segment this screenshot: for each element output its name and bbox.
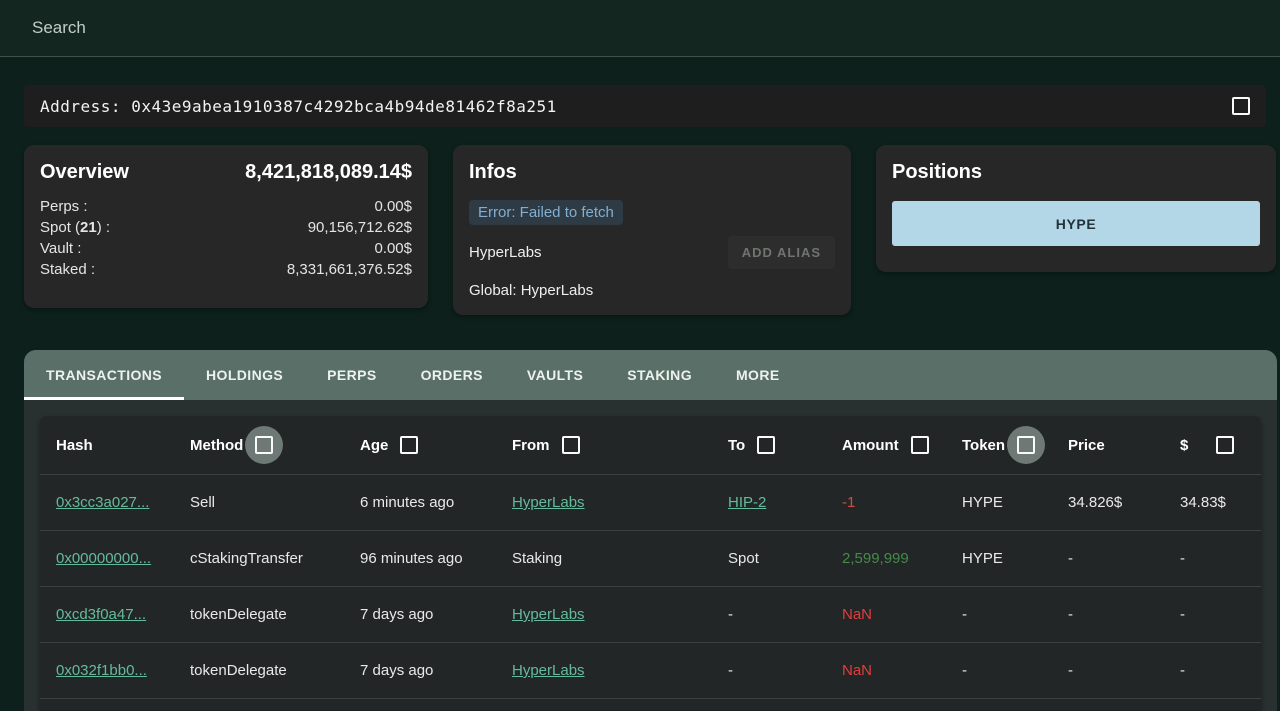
position-hype-button[interactable]: HYPE — [892, 201, 1260, 246]
tx-age: 96 minutes ago — [360, 550, 463, 567]
tx-usd: - — [1180, 550, 1185, 567]
overview-row-staked: Staked : 8,331,661,376.52$ — [40, 259, 412, 280]
tx-age: 7 days ago — [360, 606, 434, 623]
tx-price: - — [1068, 662, 1073, 679]
tx-from-link[interactable]: HyperLabs — [512, 494, 585, 511]
positions-card: Positions HYPE — [876, 145, 1276, 272]
table-header-row: Hash Method Age From To Amount — [40, 416, 1261, 474]
infos-title: Infos — [469, 161, 517, 183]
col-usd: $ — [1180, 426, 1245, 464]
table-row-clipped — [40, 698, 1261, 710]
tx-amount: 2,599,999 — [842, 550, 909, 567]
col-hash: Hash — [56, 436, 93, 454]
col-price: Price — [1068, 436, 1105, 454]
overview-row-vault: Vault : 0.00$ — [40, 238, 412, 259]
table-row: 0xcd3f0a47... tokenDelegate 7 days ago H… — [40, 586, 1261, 642]
perps-value: 0.00$ — [374, 198, 412, 215]
col-method: Method — [190, 426, 360, 464]
to-filter-checkbox[interactable] — [747, 426, 785, 464]
table-row: 0x3cc3a027... Sell 6 minutes ago HyperLa… — [40, 474, 1261, 530]
tx-price: - — [1068, 550, 1073, 567]
spot-label: Spot (21) : — [40, 219, 111, 236]
amount-filter-checkbox[interactable] — [901, 426, 939, 464]
tx-amount: -1 — [842, 494, 856, 511]
tx-to-link[interactable]: HIP-2 — [728, 494, 767, 511]
overview-total-value: 8,421,818,089.14$ — [245, 161, 412, 183]
transactions-table: Hash Method Age From To Amount — [40, 416, 1261, 710]
col-to: To — [728, 426, 842, 464]
infos-card: Infos Error: Failed to fetch HyperLabs A… — [453, 145, 851, 315]
tx-amount: NaN — [842, 606, 873, 623]
tx-hash-link[interactable]: 0xcd3f0a47... — [56, 606, 147, 623]
tx-usd: - — [1180, 606, 1185, 623]
tx-to: - — [728, 606, 733, 623]
tab-perps[interactable]: PERPS — [327, 367, 377, 383]
spot-value: 90,156,712.62$ — [307, 219, 412, 236]
address-checkbox[interactable] — [1232, 97, 1250, 115]
tx-method: tokenDelegate — [190, 606, 287, 623]
address-bar: Address: 0x43e9abea1910387c4292bca4b94de… — [24, 85, 1266, 127]
tx-from-link[interactable]: HyperLabs — [512, 662, 585, 679]
table-row: 0x00000000... cStakingTransfer 96 minute… — [40, 530, 1261, 586]
tab-holdings[interactable]: HOLDINGS — [206, 367, 284, 383]
table-row: 0x032f1bb0... tokenDelegate 7 days ago H… — [40, 642, 1261, 698]
tab-vaults[interactable]: VAULTS — [526, 367, 584, 383]
token-filter-checkbox[interactable] — [1007, 426, 1046, 464]
staked-label: Staked : — [40, 261, 96, 278]
overview-title: Overview — [40, 161, 129, 183]
error-chip: Error: Failed to fetch — [469, 200, 623, 225]
tx-age: 6 minutes ago — [360, 494, 455, 511]
vault-label: Vault : — [40, 240, 82, 257]
overview-row-perps: Perps : 0.00$ — [40, 196, 412, 217]
tx-method: tokenDelegate — [190, 662, 287, 679]
tx-hash-link[interactable]: 0x3cc3a027... — [56, 494, 150, 511]
tx-from: Staking — [512, 550, 563, 567]
add-alias-button[interactable]: ADD ALIAS — [727, 236, 835, 269]
tx-method: Sell — [190, 494, 216, 511]
tab-more[interactable]: MORE — [735, 367, 780, 383]
tx-price: 34.826$ — [1068, 494, 1123, 511]
global-alias: Global: HyperLabs — [469, 282, 594, 299]
positions-title: Positions — [892, 161, 983, 183]
from-filter-checkbox[interactable] — [552, 426, 590, 464]
tx-age: 7 days ago — [360, 662, 434, 679]
tx-amount: NaN — [842, 662, 873, 679]
tx-from-link[interactable]: HyperLabs — [512, 606, 585, 623]
tx-hash-link[interactable]: 0x032f1bb0... — [56, 662, 147, 679]
col-age: Age — [360, 426, 512, 464]
tx-to: Spot — [728, 550, 759, 567]
overview-row-spot: Spot (21) : 90,156,712.62$ — [40, 217, 412, 238]
tx-hash-link[interactable]: 0x00000000... — [56, 550, 152, 567]
method-filter-checkbox[interactable] — [245, 426, 284, 464]
tx-token: HYPE — [962, 550, 1003, 567]
tx-method: cStakingTransfer — [190, 550, 303, 567]
col-from: From — [512, 426, 728, 464]
tab-transactions[interactable]: TRANSACTIONS — [24, 350, 185, 400]
tab-orders[interactable]: ORDERS — [420, 367, 483, 383]
tx-usd: 34.83$ — [1180, 494, 1226, 511]
perps-label: Perps : — [40, 198, 88, 215]
age-filter-checkbox[interactable] — [390, 426, 428, 464]
tx-price: - — [1068, 606, 1073, 623]
vault-value: 0.00$ — [374, 240, 412, 257]
alias-name: HyperLabs — [469, 244, 542, 261]
top-search-bar — [0, 0, 1280, 57]
tab-bar: TRANSACTIONS HOLDINGS PERPS ORDERS VAULT… — [24, 350, 1277, 400]
tx-token: HYPE — [962, 494, 1003, 511]
tx-usd: - — [1180, 662, 1185, 679]
col-token: Token — [962, 426, 1068, 464]
summary-cards-row: Overview 8,421,818,089.14$ Perps : 0.00$… — [24, 145, 1276, 315]
details-section: TRANSACTIONS HOLDINGS PERPS ORDERS VAULT… — [24, 350, 1277, 711]
usd-filter-checkbox[interactable] — [1206, 426, 1244, 464]
col-amount: Amount — [842, 426, 962, 464]
address-text: Address: 0x43e9abea1910387c4292bca4b94de… — [40, 96, 557, 116]
tx-token: - — [962, 662, 967, 679]
tx-token: - — [962, 606, 967, 623]
tab-staking[interactable]: STAKING — [627, 367, 692, 383]
staked-value: 8,331,661,376.52$ — [286, 261, 412, 278]
tx-to: - — [728, 662, 733, 679]
overview-card: Overview 8,421,818,089.14$ Perps : 0.00$… — [24, 145, 428, 308]
search-input[interactable] — [32, 18, 452, 38]
